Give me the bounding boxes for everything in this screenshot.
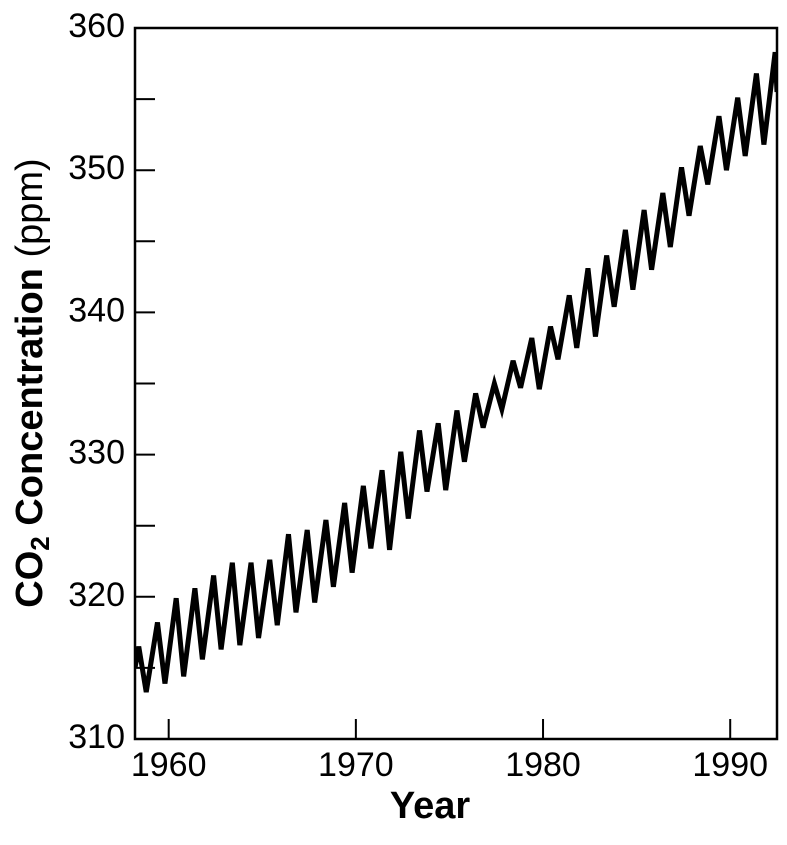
y-axis-label: CO2 Concentration (ppm) (9, 158, 55, 607)
x-tick-label: 1990 (692, 746, 768, 784)
y-tick-label: 360 (68, 7, 125, 45)
y-label-part: CO (9, 551, 51, 608)
plot-frame (133, 26, 779, 741)
y-tick-label: 310 (68, 718, 125, 756)
y-label-unit: (ppm) (9, 158, 51, 268)
y-label-part: Concentration (9, 268, 51, 536)
x-tick-label: 1970 (318, 746, 394, 784)
y-tick-label: 340 (68, 291, 125, 329)
data-line (135, 51, 777, 693)
x-tick-label: 1960 (131, 746, 207, 784)
y-label-sub: 2 (25, 536, 55, 550)
x-axis-label: Year (390, 785, 471, 827)
x-tick-label: 1980 (505, 746, 581, 784)
y-tick-label: 330 (68, 434, 125, 472)
y-tick-label: 320 (68, 576, 125, 614)
y-tick-label: 350 (68, 149, 125, 187)
